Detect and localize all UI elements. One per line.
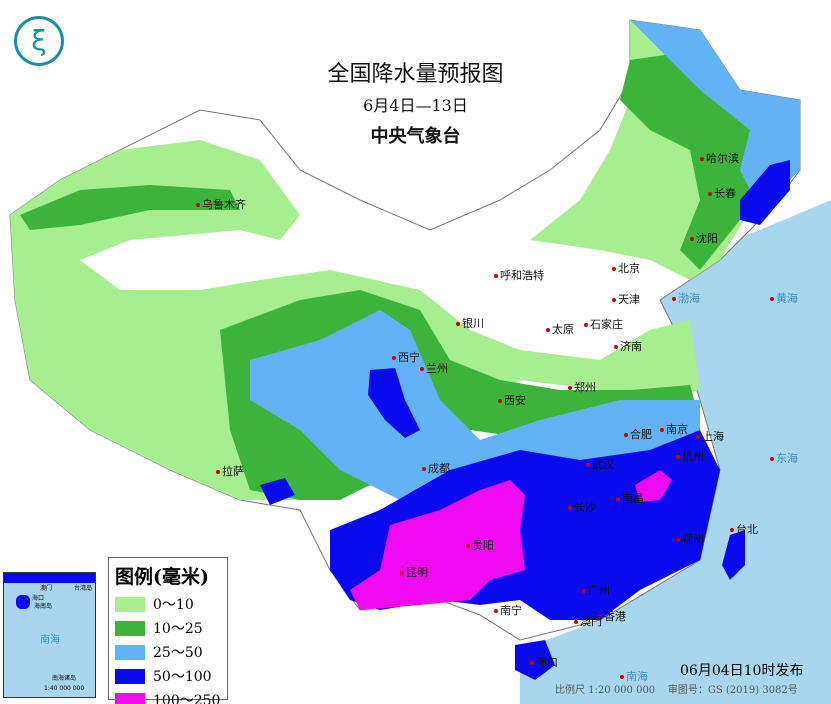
legend-swatch: [115, 668, 145, 684]
city-label: 兰州: [420, 360, 448, 376]
city-label: 上海: [696, 428, 724, 444]
city-label: 广州: [582, 582, 610, 598]
inset-label-hainan: 海南岛: [34, 603, 53, 610]
city-label: 贵阳: [466, 537, 494, 553]
city-label: 石家庄: [584, 316, 623, 332]
sea-label-south: 南海: [620, 668, 648, 684]
legend-label: 0～10: [153, 597, 194, 613]
cma-logo-icon: ξ: [14, 16, 64, 66]
legend-item: 10～25: [115, 619, 227, 637]
footer-info: 比例尺 1:20 000 000 审图号：GS (2019) 3082号: [555, 681, 798, 696]
inset-label-taiwan: 台湾岛: [74, 585, 93, 592]
city-label: 福州: [676, 531, 704, 547]
sea-label-east: 东海: [770, 450, 798, 466]
legend-swatch: [115, 620, 145, 636]
city-label: 合肥: [624, 426, 652, 442]
city-label: 海口: [530, 654, 558, 670]
map-scale: 比例尺 1:20 000 000: [555, 685, 656, 696]
legend: 图例(毫米) 0～10 10～25 25～50 50～100 100～250: [108, 557, 228, 704]
inset-label-south-sea: 南海: [40, 635, 60, 646]
legend-item: 0～10: [115, 595, 227, 613]
city-label: 长沙: [568, 499, 596, 515]
region-10-25-north: [20, 185, 240, 230]
legend-label: 25～50: [153, 645, 203, 661]
city-label: 西宁: [392, 349, 420, 365]
region-100-250: [350, 480, 525, 610]
city-label: 乌鲁木齐: [196, 196, 246, 212]
sea-area: [520, 200, 831, 704]
city-label: 呼和浩特: [494, 267, 544, 283]
city-label: 杭州: [676, 448, 704, 464]
region-50-100-ne: [740, 160, 790, 225]
region-50-100-taiwan: [722, 530, 745, 580]
city-label: 银川: [456, 315, 484, 331]
inset-label-islands: 南海诸岛: [52, 675, 77, 682]
legend-item: 100～250: [115, 691, 227, 704]
city-label: 澳门: [574, 613, 602, 629]
legend-title: 图例(毫米): [115, 566, 209, 588]
region-25-50: [250, 310, 700, 500]
city-label: 西安: [498, 392, 526, 408]
sea-label-yellow: 黄海: [770, 290, 798, 306]
approval-number: 审图号：GS (2019) 3082号: [667, 685, 798, 696]
city-label: 香港: [598, 608, 626, 624]
city-label: 济南: [614, 338, 642, 354]
city-label: 北京: [612, 260, 640, 276]
inset-label-macau: 澳门: [40, 585, 53, 592]
city-label: 天津: [612, 291, 640, 307]
city-label: 太原: [546, 321, 574, 337]
south-sea-inset: 澳门 台湾岛 海口 海南岛 南海 南海诸岛 1:40 000 000: [3, 572, 96, 698]
city-label: 长春: [708, 185, 736, 201]
city-label: 武汉: [586, 456, 614, 472]
city-label: 南宁: [494, 602, 522, 618]
legend-label: 10～25: [153, 621, 203, 637]
map-issuer: 中央气象台: [370, 126, 461, 147]
city-label: 南京: [660, 421, 688, 437]
region-50-100-qinghai: [368, 368, 420, 438]
map-period: 6月4日—13日: [363, 96, 468, 115]
legend-swatch: [115, 596, 145, 612]
city-label: 台北: [730, 521, 758, 537]
region-50-100-tibet: [260, 478, 295, 505]
publish-time: 06月04日10时发布: [680, 663, 804, 679]
city-label: 拉萨: [216, 463, 244, 479]
sea-label-bohai: 渤海: [672, 290, 700, 306]
legend-swatch: [115, 644, 145, 660]
legend-label: 100～250: [153, 693, 221, 704]
legend-item: 50～100: [115, 667, 227, 685]
city-label: 昆明: [400, 564, 428, 580]
inset-scale: 1:40 000 000: [44, 685, 85, 692]
city-label: 南昌: [616, 490, 644, 506]
city-label: 郑州: [568, 379, 596, 395]
region-25-50-ne: [630, 20, 800, 210]
inset-label-haikou: 海口: [32, 595, 45, 602]
city-label: 沈阳: [690, 230, 718, 246]
legend-item: 25～50: [115, 643, 227, 661]
city-label: 成都: [422, 460, 450, 476]
city-label: 哈尔滨: [700, 150, 739, 166]
map-title: 全国降水量预报图: [327, 62, 504, 87]
legend-swatch: [115, 692, 145, 704]
legend-label: 50～100: [153, 669, 212, 685]
region-100-250-jiangxi: [635, 470, 672, 502]
